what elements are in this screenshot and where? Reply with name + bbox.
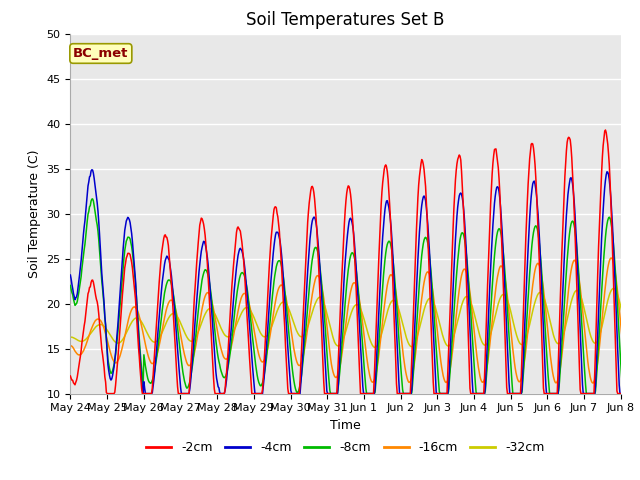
- X-axis label: Time: Time: [330, 419, 361, 432]
- Y-axis label: Soil Temperature (C): Soil Temperature (C): [28, 149, 41, 278]
- Title: Soil Temperatures Set B: Soil Temperatures Set B: [246, 11, 445, 29]
- Text: BC_met: BC_met: [73, 47, 129, 60]
- Legend: -2cm, -4cm, -8cm, -16cm, -32cm: -2cm, -4cm, -8cm, -16cm, -32cm: [141, 436, 550, 459]
